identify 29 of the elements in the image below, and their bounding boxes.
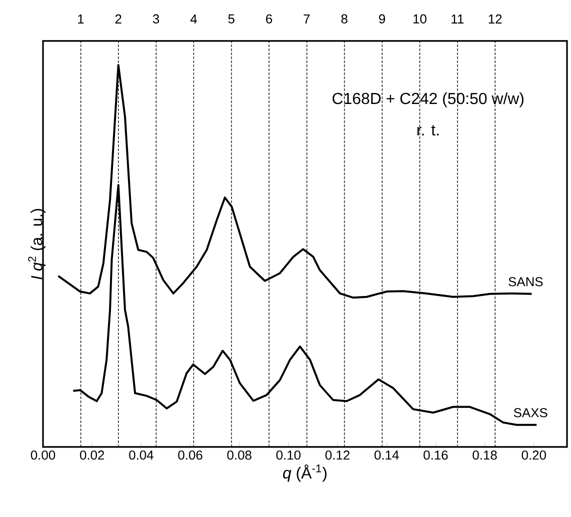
series-label: SAXS [514, 408, 548, 418]
x2-tick-label: 3 [152, 14, 160, 24]
x-tick-label: 0.12 [325, 450, 350, 460]
x-tick-label: 0.04 [129, 450, 154, 460]
x2-tick-label: 12 [488, 14, 502, 24]
x2-tick-label: 1 [78, 14, 84, 24]
x2-tick-label: 2 [115, 14, 122, 24]
x-tick-label: 0.10 [276, 450, 301, 460]
x-tick-label: 0.00 [30, 450, 56, 460]
x2-tick-label: 11 [452, 14, 464, 24]
x2-tick-label: 6 [266, 14, 272, 24]
x-tick-label: 0.08 [227, 450, 252, 460]
x-tick-label: 0.02 [80, 450, 104, 460]
series-label: SANS [508, 277, 543, 286]
x-tick-label: 0.14 [374, 450, 399, 460]
x-tick-label: 0.16 [424, 450, 448, 460]
x2-tick-label: 10 [413, 14, 426, 24]
x-tick-label: 0.18 [472, 450, 497, 460]
x2-tick-label: 8 [341, 14, 348, 24]
x2-tick-label: 4 [190, 14, 197, 24]
x-tick-label: 0.20 [522, 450, 546, 460]
x-tick-label: 0.06 [178, 450, 202, 460]
y-axis-title: I q$^{2}$ (a. u.) [28, 209, 46, 280]
annotation: C168D + C242 (50:50 w/w) [332, 92, 524, 108]
x2-tick-label: 7 [304, 14, 310, 24]
x2-tick-label: 9 [379, 14, 386, 24]
x2-tick-label: 5 [228, 14, 234, 24]
x-axis-title: q (Å$^{-1}$) [283, 464, 326, 482]
annotation: r. t. [417, 125, 438, 136]
